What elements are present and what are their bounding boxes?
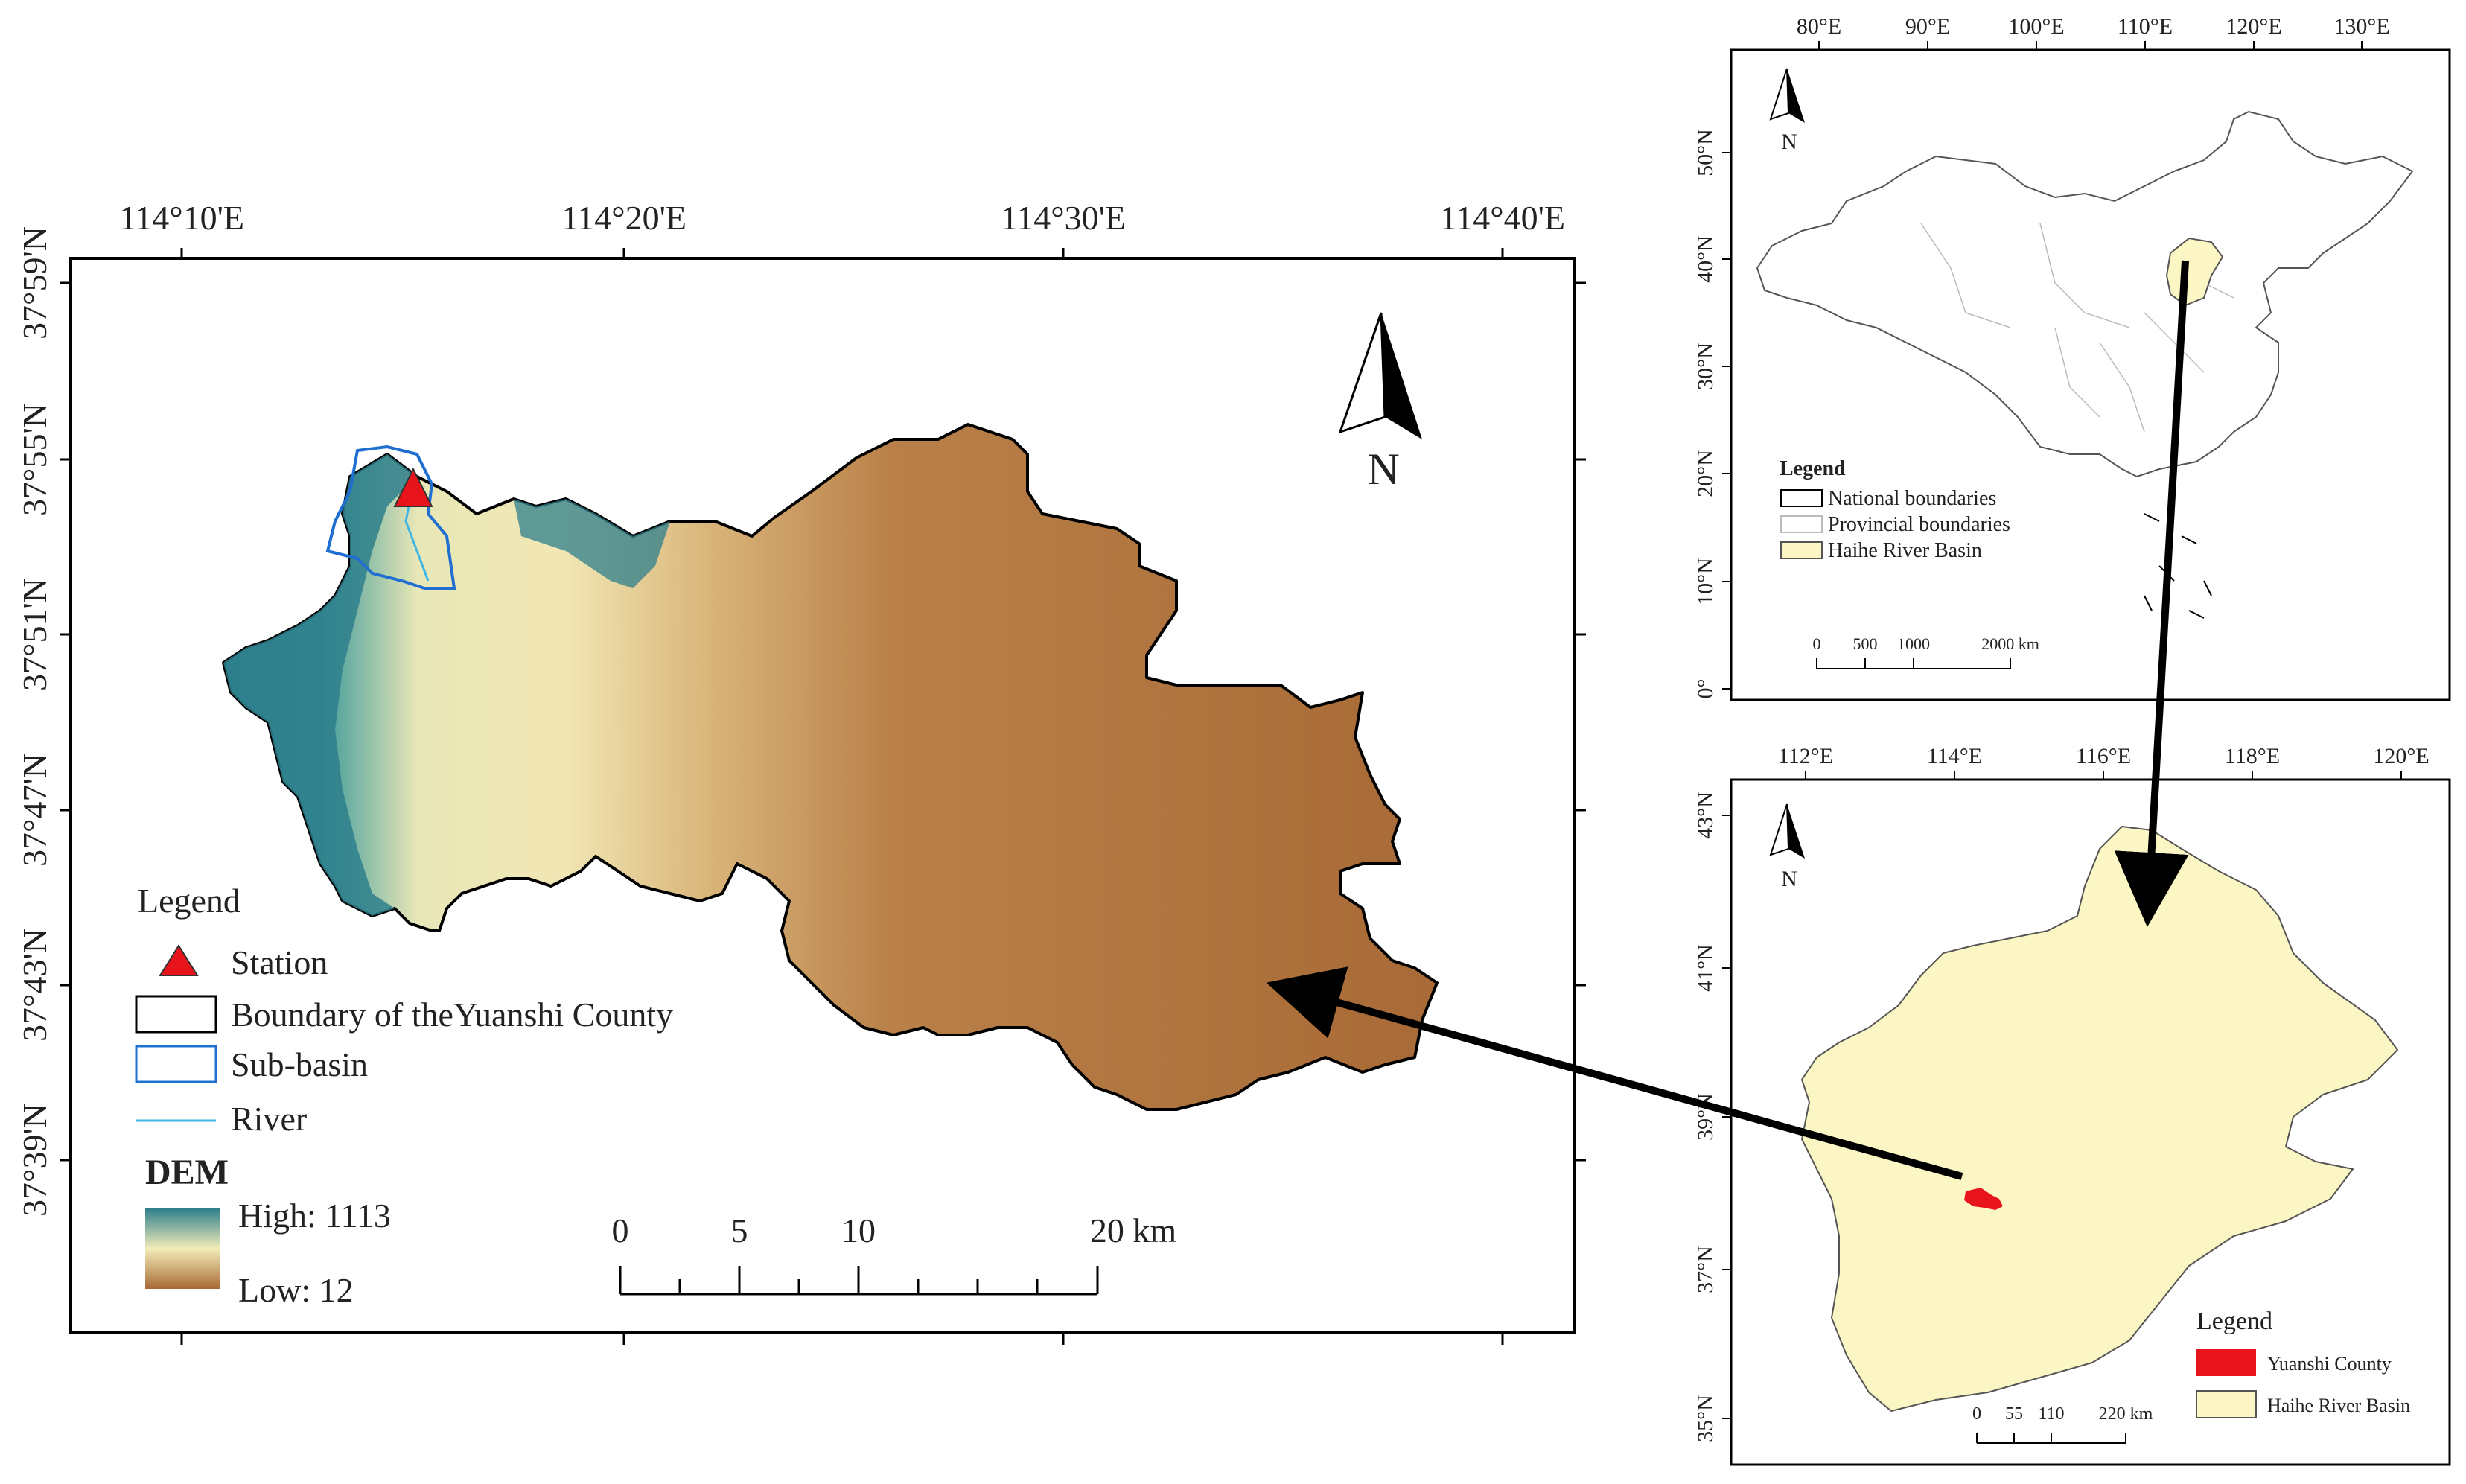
main-top-label: 114°40'E: [1440, 199, 1565, 237]
china-top-label: 120°E: [2226, 14, 2281, 39]
main-top-label: 114°20'E: [561, 199, 686, 237]
basin-left-label: 35°N: [1693, 1395, 1718, 1442]
china-map: 80°E 90°E 100°E 110°E 120°E 130°E 50°N 4…: [1693, 14, 2451, 701]
china-left-label: 40°N: [1693, 235, 1718, 283]
main-left-label: 37°55'N: [16, 403, 54, 516]
legend-station-label: Station: [231, 943, 328, 981]
main-legend: Legend Station Boundary of theYuanshi Co…: [135, 882, 673, 1309]
china-left-label: 20°N: [1693, 450, 1718, 497]
legend-national-label: National boundaries: [1828, 487, 1996, 510]
basin-top-label: 114°E: [1927, 744, 1982, 768]
basin-left-label: 43°N: [1693, 792, 1718, 839]
dem-high-terrain: [223, 454, 417, 916]
legend-haihe-label: Haihe River Basin: [1828, 539, 1982, 562]
basin-scalebar-label: 110: [2038, 1404, 2064, 1424]
legend-boundary-symbol: [135, 995, 217, 1034]
basin-legend: Legend Yuanshi County Haihe River Basin: [2196, 1308, 2410, 1418]
china-legend-title: Legend: [1780, 457, 1846, 480]
legend-subbasin-symbol: [135, 1045, 217, 1083]
basin-top-label: 118°E: [2225, 744, 2280, 768]
legend-dem-low: Low: 12: [238, 1271, 354, 1309]
legend-river-label: River: [231, 1100, 307, 1138]
main-left-label: 37°51'N: [16, 578, 54, 691]
arrow-china-to-basin: [2114, 260, 2189, 927]
main-map-top-ticks: [60, 248, 1586, 1345]
legend-boundary-label: Boundary of theYuanshi County: [231, 996, 673, 1034]
legend-provincial-symbol: [1780, 515, 1823, 533]
china-top-label: 80°E: [1797, 14, 1841, 39]
china-legend: Legend National boundaries Provincial bo…: [1780, 457, 2010, 562]
china-scalebar-label: 2000 km: [1981, 634, 2039, 653]
arrow-basin-to-county: [1266, 966, 1963, 1180]
station-marker: [393, 467, 433, 507]
basin-legend-title: Legend: [2196, 1308, 2272, 1335]
legend-haihe-symbol: [1780, 541, 1823, 559]
legend-dem-ramp: [145, 1208, 220, 1289]
main-north-label: N: [1367, 445, 1399, 494]
china-left-label: 50°N: [1693, 129, 1718, 176]
legend-basin-label: Haihe River Basin: [2267, 1395, 2410, 1416]
basin-scalebar-label: 55: [2005, 1404, 2023, 1424]
main-map-top-labels: 114°10'E 114°20'E 114°30'E 114°40'E: [119, 199, 1565, 237]
main-left-label: 37°59'N: [16, 226, 54, 340]
main-scalebar-label: 20 km: [1090, 1211, 1177, 1249]
legend-provincial-label: Provincial boundaries: [1828, 513, 2010, 536]
main-north-arrow: N: [1338, 312, 1422, 494]
yuanshi-county-inset: [1964, 1188, 2003, 1210]
main-top-label: 114°10'E: [119, 199, 244, 237]
china-scalebar-label: 0: [1813, 634, 1821, 653]
china-scalebar-label: 500: [1853, 634, 1878, 653]
china-north-arrow: N: [1769, 68, 1805, 154]
china-outline: [1756, 110, 2414, 478]
legend-dem-high: High: 1113: [238, 1197, 391, 1235]
main-left-label: 37°47'N: [16, 754, 54, 867]
china-top-label: 110°E: [2118, 14, 2173, 39]
main-top-label: 114°30'E: [1001, 199, 1126, 237]
sub-basin-outline: [325, 445, 456, 590]
dem-high-terrain: [514, 499, 670, 588]
main-scalebar-label: 0: [612, 1211, 629, 1249]
legend-yuanshi-label: Yuanshi County: [2267, 1353, 2392, 1375]
main-scalebar: 0 5 10 20 km: [612, 1211, 1177, 1296]
basin-top-label: 112°E: [1778, 744, 1833, 768]
basin-scalebar-label: 0: [1972, 1404, 1981, 1424]
main-map-left-labels: 37°59'N 37°55'N 37°51'N 37°47'N 37°43'N …: [16, 226, 54, 1217]
legend-dem-title: DEM: [145, 1153, 229, 1192]
china-provincial-lines: [1920, 223, 2234, 433]
basin-north-arrow: N: [1769, 803, 1805, 891]
legend-yuanshi-symbol: [2196, 1349, 2256, 1376]
basin-left-label: 37°N: [1693, 1246, 1718, 1293]
basin-north-label: N: [1781, 867, 1797, 891]
main-legend-title: Legend: [138, 882, 240, 920]
china-top-label: 130°E: [2333, 14, 2389, 39]
china-left-label: 10°N: [1693, 558, 1718, 605]
basin-left-label: 41°N: [1693, 944, 1718, 992]
basin-scalebar: 0 55 110 220 km: [1972, 1404, 2153, 1444]
china-top-label: 100°E: [2008, 14, 2064, 39]
legend-basin-symbol: [2196, 1390, 2257, 1418]
haihe-basin-shape: [1801, 826, 2398, 1412]
main-scalebar-label: 5: [731, 1211, 748, 1249]
basin-top-label: 116°E: [2076, 744, 2131, 768]
china-left-label: 0°: [1693, 679, 1718, 699]
main-left-label: 37°43'N: [16, 929, 54, 1042]
legend-station-symbol: [159, 944, 199, 976]
china-north-label: N: [1781, 130, 1797, 154]
basin-top-label: 120°E: [2373, 744, 2429, 768]
main-map: 114°10'E 114°20'E 114°30'E 114°40'E 37°5…: [16, 199, 1586, 1345]
legend-national-symbol: [1780, 489, 1823, 507]
main-left-label: 37°39'N: [16, 1104, 54, 1217]
china-top-label: 90°E: [1905, 14, 1950, 39]
basin-scalebar-label: 220 km: [2099, 1404, 2153, 1424]
legend-subbasin-label: Sub-basin: [231, 1045, 368, 1083]
china-scalebar: 0 500 1000 2000 km: [1813, 634, 2039, 669]
basin-map: 112°E 114°E 116°E 118°E 120°E 43°N 41°N …: [1693, 744, 2451, 1466]
china-scalebar-label: 1000: [1897, 634, 1930, 653]
main-scalebar-label: 10: [841, 1211, 876, 1249]
china-left-label: 30°N: [1693, 343, 1718, 390]
